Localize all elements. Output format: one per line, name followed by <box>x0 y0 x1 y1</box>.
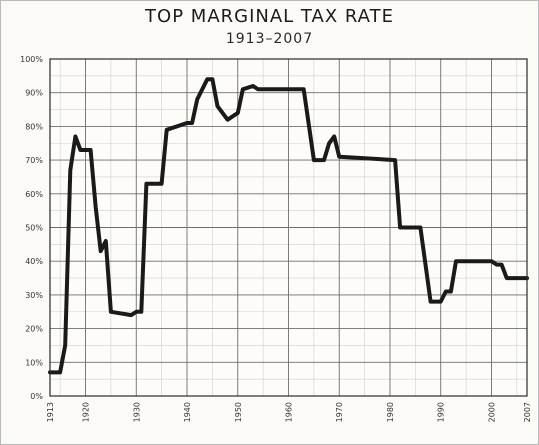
chart-title: TOP MARGINAL TAX RATE <box>145 6 394 27</box>
y-axis-tick-labels: 0% 10% 20% 30% 40% 50% 60% 70% 80% 90% 100% <box>20 55 43 401</box>
x-tick-label: 1960 <box>285 402 294 422</box>
y-tick-label: 60% <box>25 190 43 199</box>
major-gridlines <box>50 59 527 396</box>
x-tick-label: 1940 <box>183 402 192 422</box>
x-tick-label: 1980 <box>386 402 395 422</box>
y-tick-label: 40% <box>25 257 43 266</box>
y-tick-label: 70% <box>25 156 43 165</box>
y-tick-label: 30% <box>25 291 43 300</box>
y-tick-label: 90% <box>25 89 43 98</box>
chart-subtitle: 1913–2007 <box>225 31 314 47</box>
y-tick-label: 80% <box>25 122 43 131</box>
x-tick-label: 2007 <box>523 402 532 422</box>
y-tick-label: 0% <box>30 392 43 401</box>
y-tick-label: 100% <box>20 55 43 64</box>
tax-rate-line <box>48 77 529 375</box>
x-tick-label: 1970 <box>335 402 344 422</box>
x-tick-label: 1920 <box>82 402 91 422</box>
x-tick-label: 1930 <box>132 402 141 422</box>
plot-border <box>49 58 528 397</box>
x-tick-label: 1950 <box>234 402 243 422</box>
x-tick-label: 1913 <box>46 402 55 422</box>
x-axis-tick-labels: 1913 1920 1930 1940 1950 1960 1970 1980 1990 2000… <box>46 402 532 422</box>
x-tick-label: 2000 <box>487 402 496 422</box>
series-layer <box>48 77 529 375</box>
y-tick-label: 50% <box>25 224 43 233</box>
y-tick-label: 20% <box>25 325 43 334</box>
x-tick-label: 1990 <box>437 402 446 422</box>
y-tick-label: 10% <box>25 358 43 367</box>
